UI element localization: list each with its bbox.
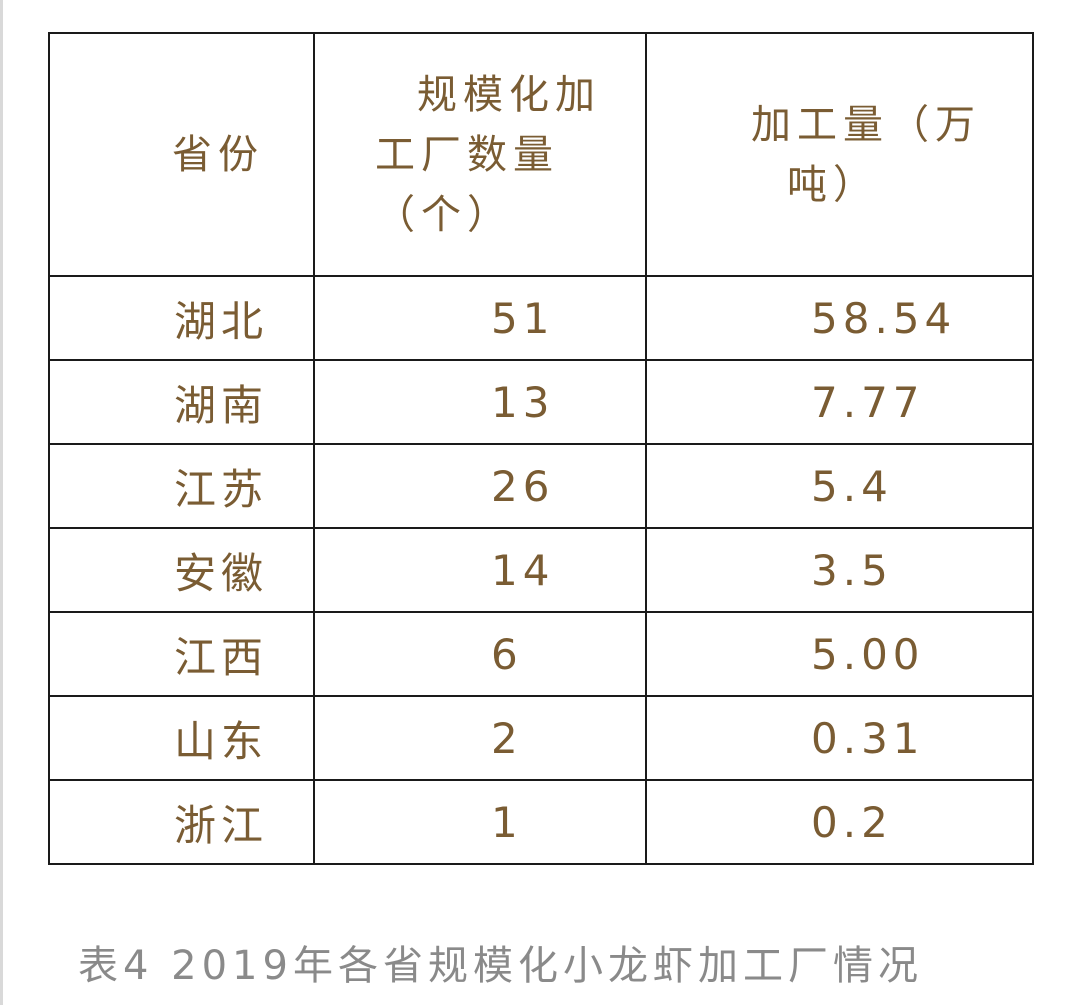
table-header-row: 省份 规模化加 工厂数量 （个） 加工量（万 吨） — [48, 32, 1034, 277]
cell-province: 湖北 — [48, 275, 315, 361]
cell-province: 浙江 — [48, 779, 315, 865]
table-row: 安徽 14 3.5 — [48, 527, 1034, 613]
cell-factory-count: 6 — [313, 611, 647, 697]
cell-processing-amount: 58.54 — [645, 275, 1034, 361]
header-factory-count-line-3: （个） — [375, 191, 513, 238]
cell-processing-amount: 7.77 — [645, 359, 1034, 445]
cell-processing-amount: 3.5 — [645, 527, 1034, 613]
table-caption: 表4 2019年各省规模化小龙虾加工厂情况 — [78, 943, 923, 989]
cell-factory-count: 26 — [313, 443, 647, 529]
cell-province: 安徽 — [48, 527, 315, 613]
cell-factory-count: 2 — [313, 695, 647, 781]
table-row: 湖北 51 58.54 — [48, 275, 1034, 361]
table-row: 江西 6 5.00 — [48, 611, 1034, 697]
cell-factory-count: 1 — [313, 779, 647, 865]
header-province: 省份 — [48, 32, 315, 277]
table-row: 江苏 26 5.4 — [48, 443, 1034, 529]
cell-factory-count: 14 — [313, 527, 647, 613]
header-factory-count: 规模化加 工厂数量 （个） — [313, 32, 647, 277]
cell-province: 山东 — [48, 695, 315, 781]
cell-province: 湖南 — [48, 359, 315, 445]
table-row: 山东 2 0.31 — [48, 695, 1034, 781]
crayfish-processing-table: 省份 规模化加 工厂数量 （个） 加工量（万 吨） 湖北 51 58.54 湖南… — [48, 32, 1034, 865]
header-processing-amount-line-1: 加工量（万 — [751, 101, 981, 148]
cell-province: 江苏 — [48, 443, 315, 529]
cell-factory-count: 51 — [313, 275, 647, 361]
header-factory-count-line-1: 规模化加 — [417, 71, 601, 118]
header-processing-amount: 加工量（万 吨） — [645, 32, 1034, 277]
header-processing-amount-line-2: 吨） — [787, 161, 879, 208]
cell-province: 江西 — [48, 611, 315, 697]
cell-factory-count: 13 — [313, 359, 647, 445]
table-row: 浙江 1 0.2 — [48, 779, 1034, 865]
header-factory-count-line-2: 工厂数量 — [375, 131, 559, 178]
left-edge-divider — [0, 0, 3, 1005]
cell-processing-amount: 0.31 — [645, 695, 1034, 781]
cell-processing-amount: 5.4 — [645, 443, 1034, 529]
cell-processing-amount: 0.2 — [645, 779, 1034, 865]
cell-processing-amount: 5.00 — [645, 611, 1034, 697]
table-row: 湖南 13 7.77 — [48, 359, 1034, 445]
